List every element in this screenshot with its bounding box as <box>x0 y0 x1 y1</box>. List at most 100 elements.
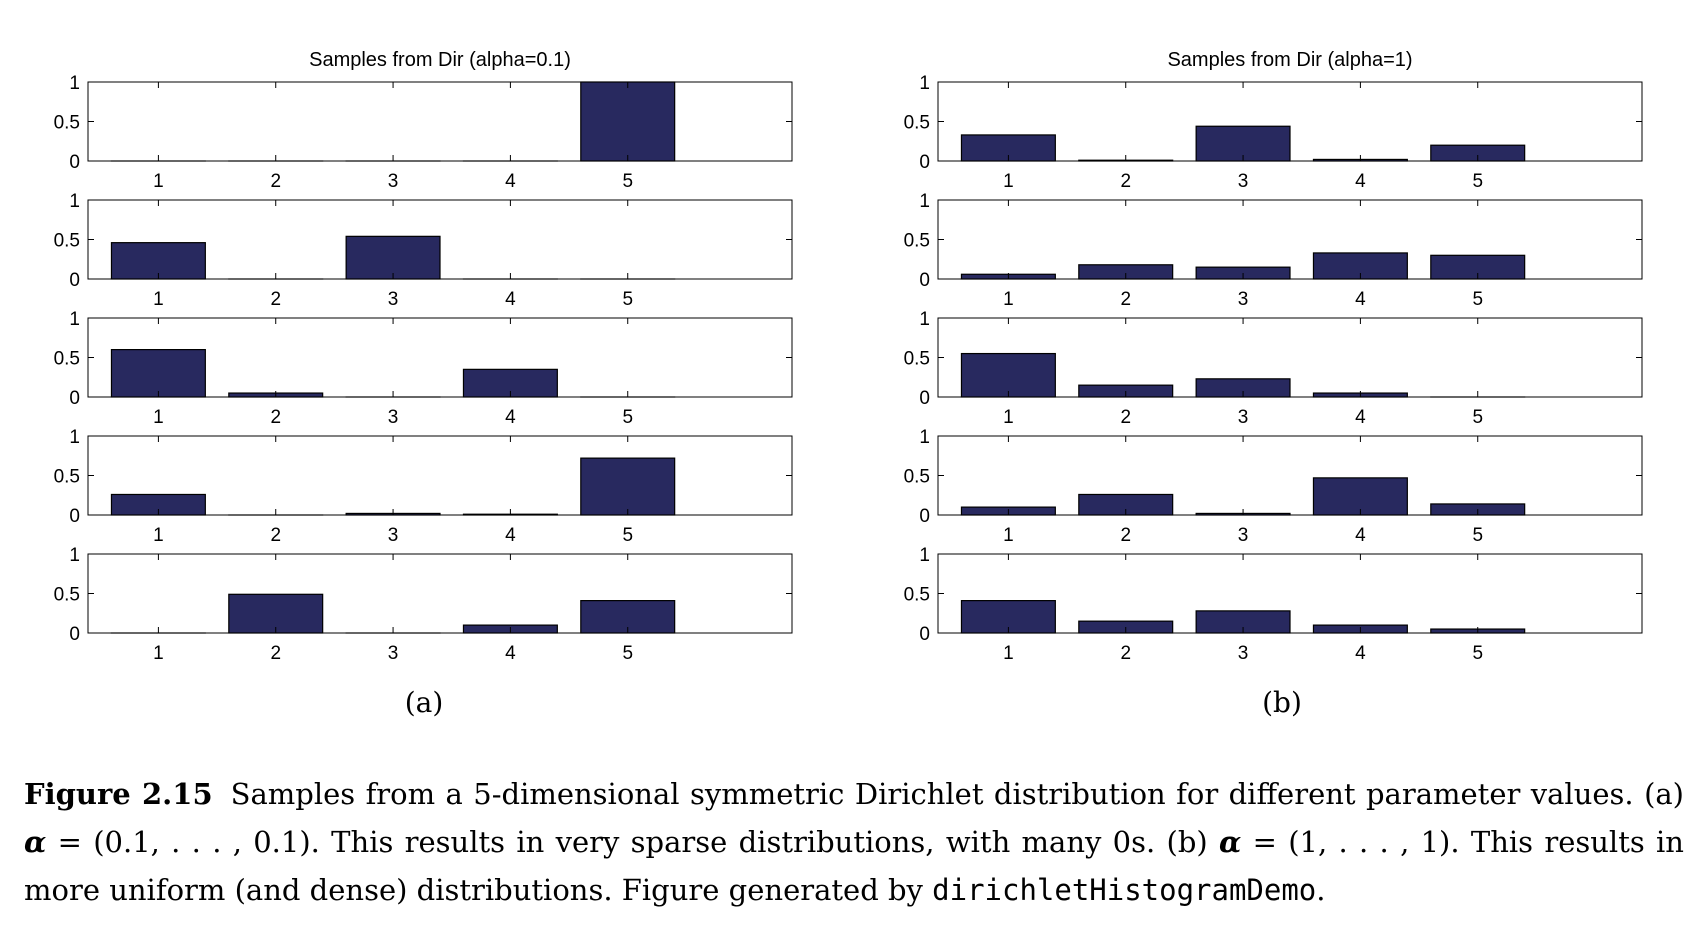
x-tick-label: 1 <box>153 171 164 192</box>
bar <box>580 81 676 162</box>
caption-b-text: This results in more uniform (and dense)… <box>24 825 1684 907</box>
x-tick-label: 3 <box>388 407 399 428</box>
caption-a-text: This results in very sparse distribution… <box>319 825 1167 859</box>
x-tick-label: 3 <box>1238 289 1249 310</box>
subplot-a-1: 0 0.5 1 1 2 3 4 5 <box>54 73 793 192</box>
bar <box>580 457 676 516</box>
subplot-b-3: 0 0.5 1 1 2 3 4 5 <box>904 309 1643 428</box>
y-tick-label: 0 <box>69 506 80 527</box>
x-tick-label: 4 <box>505 525 516 546</box>
x-tick-label: 4 <box>1355 171 1366 192</box>
y-tick-label: 1 <box>69 73 80 94</box>
x-tick-label: 4 <box>1355 289 1366 310</box>
y-tick-label: 0.5 <box>54 585 80 606</box>
code-name: dirichletHistogramDemo <box>932 873 1317 907</box>
x-tick-label: 5 <box>1472 407 1483 428</box>
subplot-b-2: 0 0.5 1 1 2 3 4 5 <box>904 191 1643 310</box>
figure-number: Figure 2.15 <box>24 777 213 811</box>
x-tick-label: 3 <box>388 289 399 310</box>
caption-a-marker: (a) <box>1644 777 1684 811</box>
y-tick-label: 0.5 <box>54 231 80 252</box>
bar <box>228 593 324 634</box>
alpha-symbol-a: α <box>24 825 47 859</box>
x-tick-label: 4 <box>505 643 516 664</box>
bar <box>1312 477 1408 516</box>
x-tick-label: 5 <box>622 171 633 192</box>
x-tick-label: 5 <box>1472 289 1483 310</box>
y-tick-label: 0.5 <box>904 467 930 488</box>
y-tick-label: 1 <box>69 545 80 566</box>
bar <box>110 349 206 398</box>
x-tick-label: 5 <box>622 289 633 310</box>
y-tick-label: 1 <box>69 309 80 330</box>
subplot-a-5: 0 0.5 1 1 2 3 4 5 <box>54 545 793 664</box>
y-tick-label: 0.5 <box>904 113 930 134</box>
x-tick-label: 1 <box>153 643 164 664</box>
x-tick-label: 1 <box>153 289 164 310</box>
chart-panel-a: Samples from Dir (alpha=0.1) 0 0.5 1 1 2 3 4 5 0 0… <box>0 0 850 740</box>
x-tick-label: 5 <box>622 525 633 546</box>
x-tick-label: 5 <box>622 643 633 664</box>
y-tick-label: 0 <box>69 624 80 645</box>
x-tick-label: 1 <box>1003 643 1014 664</box>
caption-a-value: = (0.1, . . . , 0.1). <box>46 825 320 859</box>
x-tick-label: 1 <box>1003 171 1014 192</box>
y-tick-label: 0.5 <box>54 349 80 370</box>
x-tick-label: 5 <box>1472 643 1483 664</box>
plot-area <box>87 553 793 634</box>
y-tick-label: 1 <box>919 427 930 448</box>
x-tick-label: 2 <box>270 643 281 664</box>
x-tick-label: 1 <box>153 407 164 428</box>
x-tick-label: 2 <box>270 171 281 192</box>
x-tick-label: 1 <box>1003 407 1014 428</box>
caption-sentence: Samples from a 5-dimensional symmetric D… <box>230 777 1634 811</box>
y-tick-label: 0 <box>69 152 80 173</box>
alpha-symbol-b: α <box>1219 825 1242 859</box>
y-tick-label: 0 <box>69 388 80 409</box>
caption-b-marker: (b) <box>1166 825 1208 859</box>
x-tick-label: 4 <box>1355 525 1366 546</box>
bar <box>345 235 441 280</box>
y-tick-label: 1 <box>919 73 930 94</box>
x-tick-label: 3 <box>1238 525 1249 546</box>
caption-b-value: = (1, . . . , 1). <box>1241 825 1460 859</box>
x-tick-label: 3 <box>1238 171 1249 192</box>
x-tick-label: 2 <box>1120 289 1131 310</box>
caption-end: . <box>1316 873 1326 907</box>
chart-title-a: Samples from Dir (alpha=0.1) <box>309 49 571 71</box>
subplot-a-3: 0 0.5 1 1 2 3 4 5 <box>54 309 793 428</box>
subplot-a-4: 0 0.5 1 1 2 3 4 5 <box>54 427 793 546</box>
y-tick-label: 1 <box>919 309 930 330</box>
x-tick-label: 4 <box>1355 643 1366 664</box>
y-tick-label: 0.5 <box>54 113 80 134</box>
x-tick-label: 5 <box>622 407 633 428</box>
y-tick-label: 0 <box>69 270 80 291</box>
x-tick-label: 1 <box>1003 525 1014 546</box>
y-tick-label: 0.5 <box>904 585 930 606</box>
x-tick-label: 2 <box>1120 525 1131 546</box>
y-tick-label: 0 <box>919 270 930 291</box>
x-tick-label: 5 <box>1472 171 1483 192</box>
subplot-b-5: 0 0.5 1 1 2 3 4 5 <box>904 545 1643 664</box>
y-tick-label: 0.5 <box>904 349 930 370</box>
x-tick-label: 4 <box>1355 407 1366 428</box>
y-tick-label: 0 <box>919 506 930 527</box>
x-tick-label: 3 <box>1238 643 1249 664</box>
figure-caption: Figure 2.15 Samples from a 5-dimensional … <box>24 770 1684 914</box>
x-tick-label: 2 <box>1120 171 1131 192</box>
x-tick-label: 2 <box>270 407 281 428</box>
subplot-b-1: 0 0.5 1 1 2 3 4 5 <box>904 73 1643 192</box>
x-tick-label: 4 <box>505 171 516 192</box>
x-tick-label: 2 <box>1120 407 1131 428</box>
plot-area <box>87 81 793 162</box>
x-tick-label: 4 <box>505 289 516 310</box>
x-tick-label: 2 <box>270 525 281 546</box>
y-tick-label: 1 <box>69 191 80 212</box>
x-tick-label: 4 <box>505 407 516 428</box>
plot-area <box>937 435 1643 516</box>
panel-label-a: (a) <box>404 686 444 719</box>
x-tick-label: 3 <box>388 171 399 192</box>
y-tick-label: 0.5 <box>54 467 80 488</box>
bar <box>960 352 1056 398</box>
x-tick-label: 2 <box>270 289 281 310</box>
